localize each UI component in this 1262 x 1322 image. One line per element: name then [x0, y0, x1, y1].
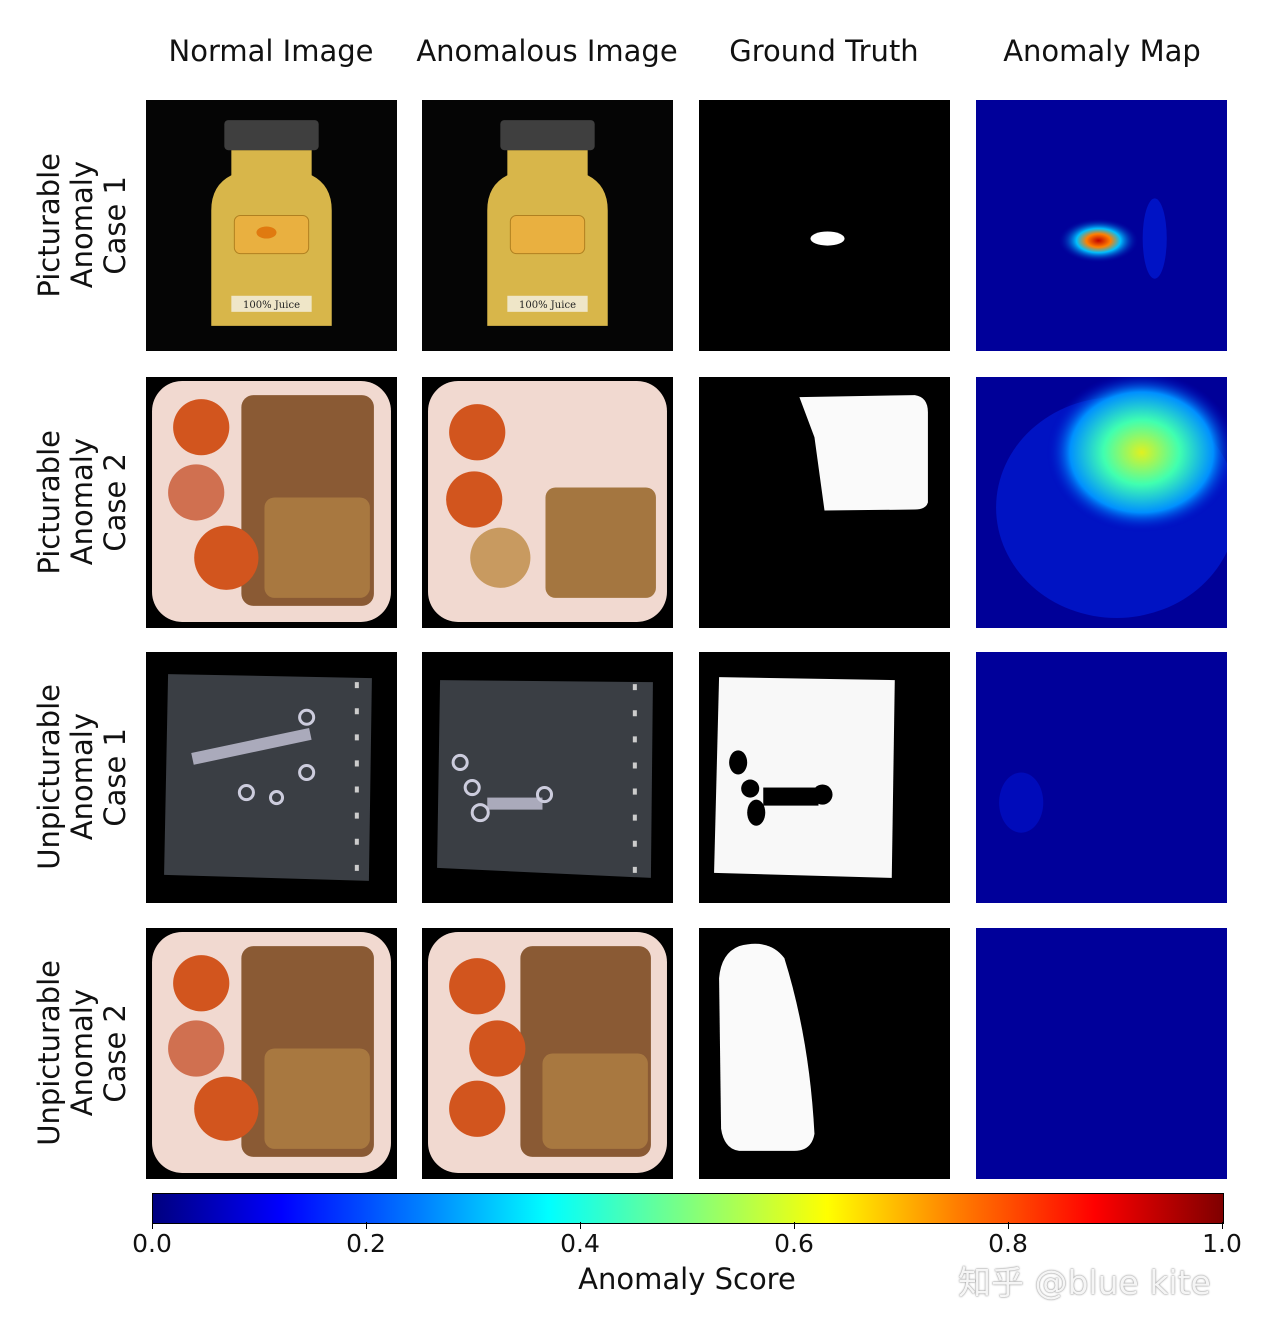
column-header-normal: Normal Image [168, 34, 374, 68]
row-label-line: Case 1 [97, 175, 132, 275]
row-label-line: Anomaly [64, 161, 99, 289]
colorbar [152, 1193, 1224, 1224]
colorbar-tick [1222, 1222, 1223, 1229]
row-label-line: Case 1 [97, 727, 132, 827]
ground-truth-tray-2 [699, 928, 950, 1179]
row-label-unpicturable-1: Unpicturable Anomaly Case 1 [24, 652, 140, 902]
jar-label-text: 100% Juice [519, 300, 576, 311]
normal-image-jar: 100% Juice [146, 100, 397, 351]
row-label-picturable-2: Picturable Anomaly Case 2 [24, 377, 140, 627]
row-label-line: Picturable [31, 429, 66, 575]
row-label-line: Case 2 [97, 1003, 132, 1103]
anomaly-map-jar [976, 100, 1227, 351]
anomaly-map-bag [976, 652, 1227, 903]
jar-label-text: 100% Juice [243, 300, 300, 311]
anomaly-map-tray-2 [976, 928, 1227, 1179]
colorbar-tick [1008, 1222, 1009, 1229]
colorbar-tick [366, 1222, 367, 1229]
ground-truth-bag [699, 652, 950, 903]
colorbar-tick-label: 1.0 [1202, 1229, 1242, 1258]
row-label-line: Anomaly [64, 438, 99, 566]
colorbar-tick [152, 1222, 153, 1229]
colorbar-tick-label: 0.8 [988, 1229, 1028, 1258]
ground-truth-jar [699, 100, 950, 351]
anomaly-map-tray [976, 377, 1227, 628]
row-label-picturable-1: Picturable Anomaly Case 1 [24, 100, 140, 350]
normal-image-bag [146, 652, 397, 903]
row-label-line: Anomaly [64, 713, 99, 841]
row-label-line: Case 2 [97, 452, 132, 552]
colorbar-label: Anomaly Score [578, 1262, 796, 1296]
colorbar-tick-label: 0.6 [774, 1229, 814, 1258]
watermark: 知乎 @blue kite [958, 1263, 1211, 1302]
colorbar-tick-label: 0.0 [132, 1229, 172, 1258]
anomalous-image-tray [422, 377, 673, 628]
colorbar-tick [794, 1222, 795, 1229]
colorbar-tick-label: 0.4 [560, 1229, 600, 1258]
normal-image-tray [146, 377, 397, 628]
normal-image-tray-2 [146, 928, 397, 1179]
anomalous-image-bag [422, 652, 673, 903]
row-label-line: Unpicturable [31, 960, 66, 1146]
ground-truth-tray [699, 377, 950, 628]
row-label-line: Unpicturable [31, 684, 66, 870]
column-header-anomaly-map: Anomaly Map [1003, 34, 1201, 68]
column-header-ground-truth: Ground Truth [729, 34, 919, 68]
colorbar-tick [580, 1222, 581, 1229]
anomalous-image-tray-2 [422, 928, 673, 1179]
row-label-line: Anomaly [64, 989, 99, 1117]
row-label-line: Picturable [31, 152, 66, 298]
anomalous-image-jar: 100% Juice [422, 100, 673, 351]
row-label-unpicturable-2: Unpicturable Anomaly Case 2 [24, 928, 140, 1178]
column-header-anomalous: Anomalous Image [416, 34, 678, 68]
colorbar-tick-label: 0.2 [346, 1229, 386, 1258]
